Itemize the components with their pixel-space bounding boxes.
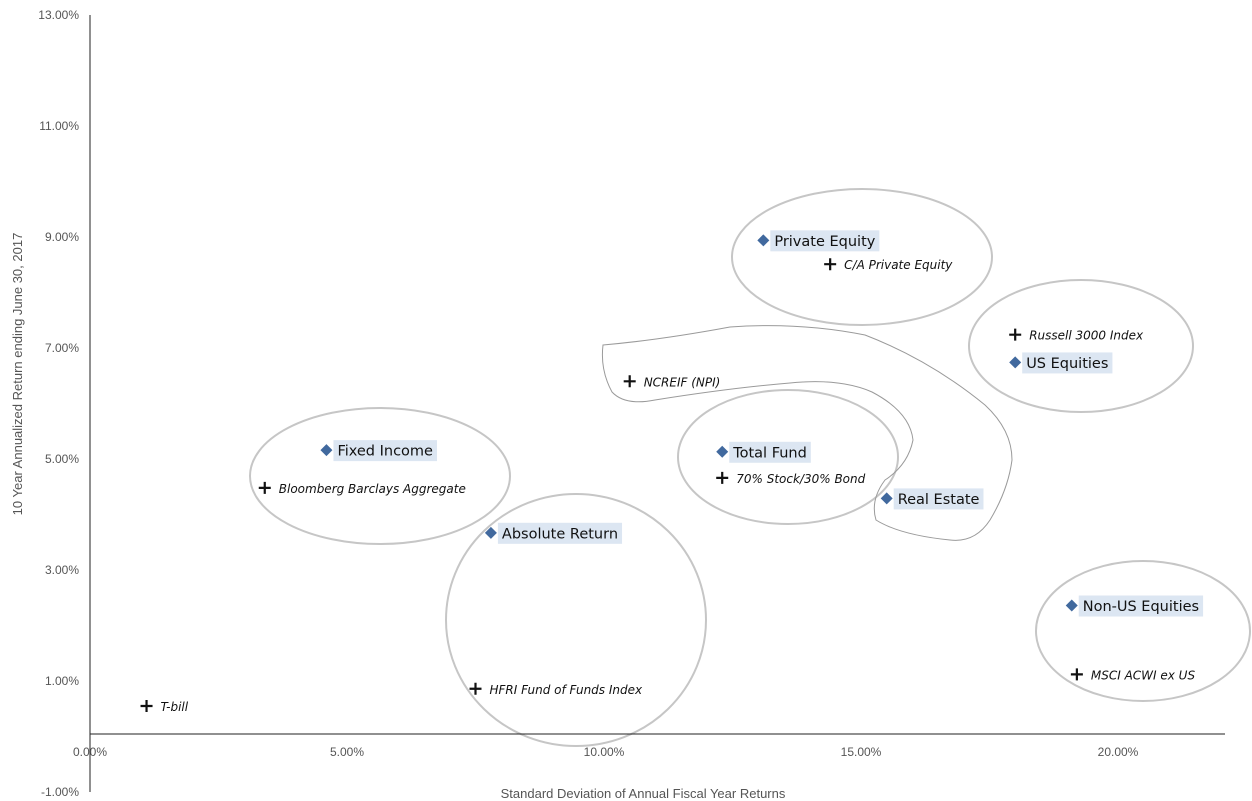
point-us-equities: US Equities: [1009, 352, 1113, 374]
total-fund-cluster-ellipse: [677, 389, 899, 525]
point-label: Absolute Return: [502, 526, 618, 542]
diamond-marker: [1065, 599, 1078, 612]
data-points: Private Equity US Equities Fixed Income Tot…: [140, 230, 1204, 714]
y-tick-label: 11.00%: [39, 119, 79, 133]
cross-marker: [716, 471, 729, 484]
cross-marker: [140, 699, 153, 712]
absolute-return-cluster-ellipse: [445, 493, 707, 747]
point-label: Non-US Equities: [1083, 599, 1199, 615]
point-ncreif-npi: NCREIF (NPI): [623, 375, 721, 389]
diamond-marker: [1009, 356, 1022, 369]
label-highlight: [1022, 352, 1113, 374]
y-tick-label: -1.00%: [41, 785, 79, 799]
y-tick-label: 13.00%: [38, 8, 79, 22]
x-tick-label: 10.00%: [584, 745, 625, 759]
label-highlight: [770, 230, 880, 252]
point-label: Russell 3000 Index: [1029, 329, 1144, 343]
point-real-estate: Real Estate: [880, 488, 984, 510]
diamond-marker: [320, 444, 333, 457]
point-total-fund: Total Fund: [716, 441, 811, 463]
cross-marker: [1070, 668, 1083, 681]
diamond-marker: [716, 445, 729, 458]
point-hfri-fund-of-funds-index: HFRI Fund of Funds Index: [469, 682, 644, 697]
cross-marker: [623, 375, 636, 388]
point-label: Real Estate: [898, 492, 980, 508]
x-axis-title: Standard Deviation of Annual Fiscal Year…: [501, 786, 786, 801]
x-tick-label: 20.00%: [1098, 745, 1139, 759]
cross-marker: [824, 258, 837, 271]
label-highlight: [497, 522, 623, 544]
point-c-a-private-equity: C/A Private Equity: [824, 258, 953, 272]
point-70-stock-30-bond: 70% Stock/30% Bond: [716, 471, 866, 486]
point-label: Fixed Income: [337, 444, 433, 460]
y-tick-label: 7.00%: [45, 341, 79, 355]
label-highlight: [729, 441, 811, 463]
y-tick-label: 3.00%: [45, 563, 79, 577]
point-private-equity: Private Equity: [757, 230, 880, 252]
point-label: US Equities: [1026, 356, 1108, 372]
us-equities-cluster-ellipse: [968, 279, 1194, 413]
point-label: Bloomberg Barclays Aggregate: [279, 482, 466, 496]
y-tick-label: 5.00%: [45, 452, 79, 466]
x-tick-label: 15.00%: [841, 745, 882, 759]
point-label: 70% Stock/30% Bond: [736, 472, 865, 486]
point-t-bill: T-bill: [140, 699, 189, 714]
point-label: MSCI ACWI ex US: [1091, 668, 1196, 682]
private-equity-cluster-ellipse: [731, 188, 993, 326]
y-axis-title: 10 Year Annualized Return ending June 30…: [10, 233, 25, 516]
point-label: Private Equity: [774, 234, 875, 250]
x-tick-label: 5.00%: [330, 745, 364, 759]
point-label: C/A Private Equity: [844, 258, 953, 272]
point-absolute-return: Absolute Return: [484, 522, 623, 544]
real-estate-cluster-outline: [601, 325, 1013, 541]
diamond-marker: [484, 526, 497, 539]
diamond-marker: [757, 234, 770, 247]
non-us-equities-cluster-ellipse: [1035, 560, 1251, 702]
point-russell-3000-index: Russell 3000 Index: [1009, 329, 1144, 343]
point-label: T-bill: [161, 700, 189, 714]
point-label: HFRI Fund of Funds Index: [490, 683, 644, 697]
label-highlight: [333, 440, 437, 462]
fixed-income-cluster-ellipse: [249, 407, 511, 545]
point-fixed-income: Fixed Income: [320, 440, 437, 462]
cross-marker: [469, 682, 482, 695]
point-non-us-equities: Non-US Equities: [1065, 595, 1204, 617]
y-tick-label: 1.00%: [45, 674, 79, 688]
x-axis-tick-labels: 0.00% 5.00% 10.00% 15.00% 20.00%: [73, 745, 1139, 759]
point-bloomberg-barclays-aggregate: Bloomberg Barclays Aggregate: [258, 481, 466, 496]
label-highlight: [1078, 595, 1204, 617]
y-axis-tick-labels: -1.00% 1.00% 3.00% 5.00% 7.00% 9.00% 11.00% 13.…: [38, 8, 79, 799]
label-highlight: [893, 488, 984, 510]
cluster-outlines: [249, 188, 1251, 747]
cross-marker: [1009, 328, 1022, 341]
cross-marker: [258, 481, 271, 494]
point-label: Total Fund: [732, 445, 807, 461]
y-tick-label: 9.00%: [45, 230, 79, 244]
point-label: NCREIF (NPI): [644, 375, 721, 389]
x-tick-label: 0.00%: [73, 745, 107, 759]
point-msci-acwi-ex-us: MSCI ACWI ex US: [1070, 668, 1196, 682]
diamond-marker: [880, 492, 893, 505]
